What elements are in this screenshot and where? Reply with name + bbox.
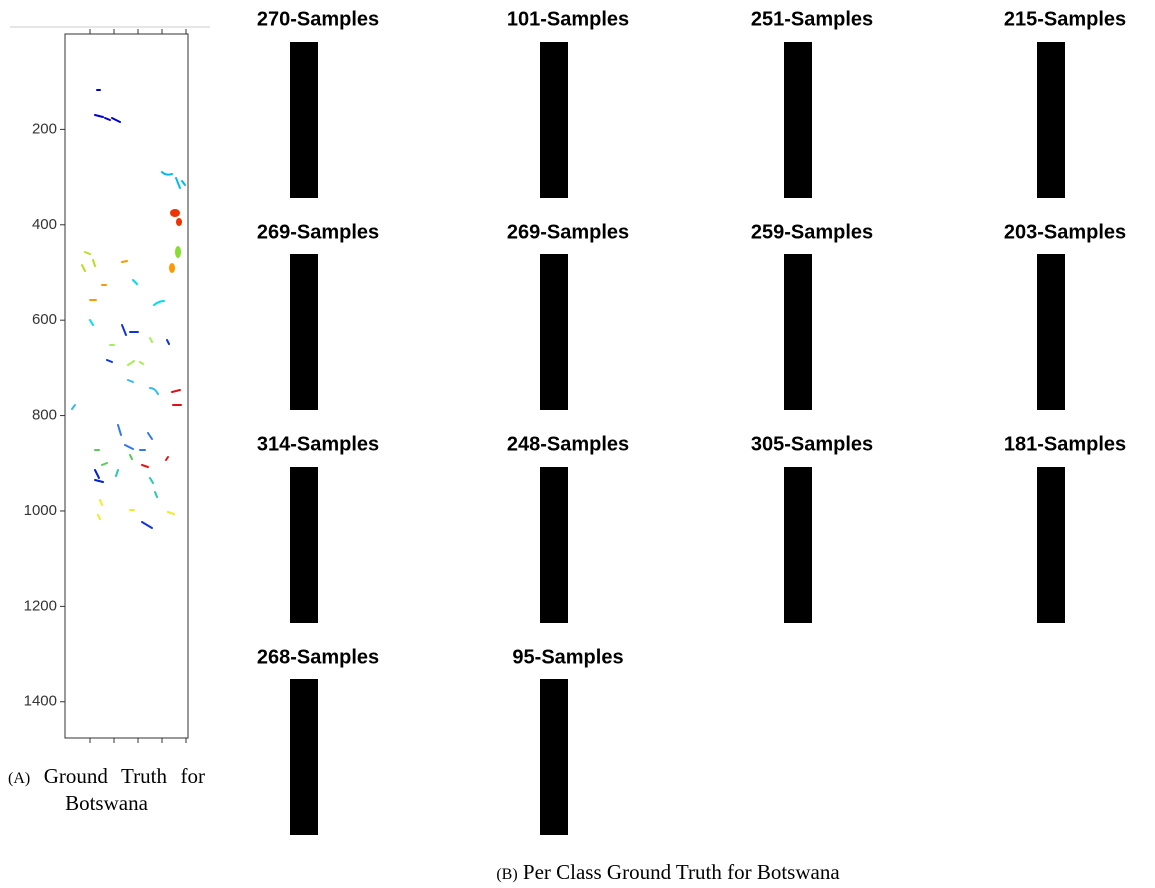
y-tick-label: 1400 [24, 693, 57, 710]
y-tick-label: 600 [32, 311, 57, 328]
class-map [290, 679, 318, 835]
class-map [1037, 42, 1065, 198]
panel-title: 251-Samples [751, 8, 873, 30]
caption-text: Ground Truth for Botswana [44, 764, 205, 815]
class-map [540, 679, 568, 835]
class-map [784, 467, 812, 623]
class-map [290, 42, 318, 198]
caption-text: Per Class Ground Truth for Botswana [523, 860, 840, 884]
caption-b: (B) Per Class Ground Truth for Botswana [380, 860, 956, 887]
panel-title: 248-Samples [507, 433, 629, 455]
panel-title: 181-Samples [1004, 433, 1126, 455]
panel-title: 305-Samples [751, 433, 873, 455]
panel-title: 259-Samples [751, 221, 873, 243]
class-map [540, 467, 568, 623]
caption-a: (A) Ground Truth for Botswana [8, 764, 205, 815]
panel-title: 314-Samples [257, 433, 379, 455]
panel-title: 95-Samples [512, 646, 623, 668]
panel-title: 101-Samples [507, 8, 629, 30]
panel-title: 269-Samples [507, 221, 629, 243]
class-map [290, 467, 318, 623]
class-map [784, 254, 812, 410]
class-map [1037, 467, 1065, 623]
class-map [540, 254, 568, 410]
panel-title: 215-Samples [1004, 8, 1126, 30]
y-tick-label: 800 [32, 407, 57, 424]
caption-label: (A) [8, 770, 30, 787]
panel-title: 270-Samples [257, 8, 379, 30]
class-map [290, 254, 318, 410]
map-frame [65, 34, 188, 738]
figure: 200 400 600 800 1000 1200 1400 270-Samples 101-S… [0, 0, 1155, 888]
panel-title: 268-Samples [257, 646, 379, 668]
class-map [1037, 254, 1065, 410]
y-tick-label: 200 [32, 120, 57, 137]
panel-title: 269-Samples [257, 221, 379, 243]
page: {"panel_a": {"ylim": [0, 1476], "yticks"… [0, 0, 1155, 888]
y-tick-label: 1000 [24, 502, 57, 519]
class-map [540, 42, 568, 198]
y-tick-label: 400 [32, 216, 57, 233]
y-tick-label: 1200 [24, 597, 57, 614]
panel-title: 203-Samples [1004, 221, 1126, 243]
caption-label: (B) [496, 866, 517, 883]
class-map [784, 42, 812, 198]
